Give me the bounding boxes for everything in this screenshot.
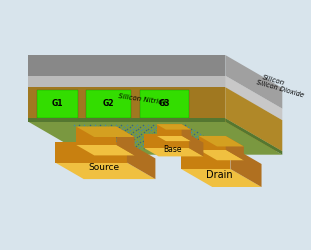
Polygon shape: [225, 87, 282, 151]
Polygon shape: [116, 126, 135, 156]
Polygon shape: [181, 146, 230, 169]
Polygon shape: [76, 145, 135, 156]
Polygon shape: [156, 124, 191, 130]
Polygon shape: [28, 118, 225, 122]
Polygon shape: [189, 134, 203, 156]
Polygon shape: [140, 90, 189, 118]
Text: Silicon Nitride: Silicon Nitride: [118, 93, 167, 106]
Text: Drain: Drain: [207, 170, 233, 180]
Polygon shape: [86, 118, 133, 120]
Polygon shape: [76, 126, 116, 145]
Polygon shape: [28, 76, 282, 109]
Polygon shape: [182, 124, 191, 141]
Polygon shape: [127, 142, 156, 179]
Polygon shape: [230, 146, 262, 187]
Polygon shape: [156, 136, 191, 141]
Text: G3: G3: [159, 99, 170, 108]
Polygon shape: [140, 118, 192, 120]
Polygon shape: [225, 118, 282, 155]
Polygon shape: [86, 90, 131, 118]
Polygon shape: [28, 122, 282, 155]
Polygon shape: [28, 87, 225, 118]
Text: G2: G2: [103, 99, 115, 108]
Polygon shape: [199, 150, 244, 160]
Polygon shape: [76, 126, 135, 137]
Polygon shape: [199, 136, 226, 150]
Polygon shape: [28, 118, 282, 151]
Polygon shape: [225, 55, 282, 109]
Polygon shape: [28, 87, 282, 120]
Text: G1: G1: [52, 99, 63, 108]
Polygon shape: [144, 134, 189, 148]
Polygon shape: [55, 142, 127, 163]
Text: Silicon Dioxide: Silicon Dioxide: [256, 80, 304, 99]
Polygon shape: [181, 169, 262, 187]
Polygon shape: [37, 90, 77, 118]
Polygon shape: [55, 162, 156, 179]
Text: Silicon: Silicon: [261, 74, 285, 86]
Polygon shape: [199, 136, 244, 146]
Text: Source: Source: [88, 163, 119, 172]
Polygon shape: [156, 124, 182, 136]
Polygon shape: [28, 76, 225, 87]
Polygon shape: [28, 55, 225, 76]
Polygon shape: [226, 136, 244, 160]
Polygon shape: [37, 118, 80, 120]
Text: Base: Base: [163, 144, 181, 154]
Polygon shape: [225, 76, 282, 120]
Polygon shape: [144, 148, 203, 156]
